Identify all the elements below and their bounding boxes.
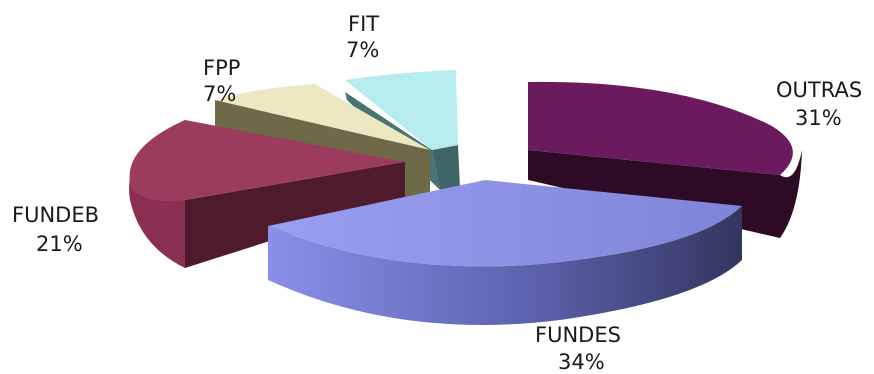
pie-slice-fpp bbox=[215, 84, 430, 150]
pie-slice-outras bbox=[528, 81, 793, 175]
pie-slice-fundes-side bbox=[268, 206, 742, 325]
slice-value-fundeb: 21% bbox=[36, 232, 83, 256]
slice-value-fundes: 34% bbox=[558, 350, 605, 374]
slice-value-fpp: 7% bbox=[203, 82, 236, 106]
pie-slice-fundeb bbox=[129, 120, 405, 202]
slice-value-outras: 31% bbox=[795, 106, 842, 130]
slice-label-fpp: FPP bbox=[203, 56, 240, 80]
pie-slice-fundeb-side bbox=[185, 162, 405, 268]
pie-slice-fundes bbox=[268, 180, 742, 267]
slice-label-fundes: FUNDES bbox=[535, 323, 621, 347]
pie-slice-fit-side bbox=[432, 145, 460, 190]
slice-value-fit: 7% bbox=[346, 38, 379, 62]
slice-label-outras: OUTRAS bbox=[776, 78, 862, 102]
slice-label-fundeb: FUNDEB bbox=[12, 203, 99, 227]
slice-label-fit: FIT bbox=[348, 12, 379, 36]
pie-slice-fit bbox=[345, 70, 458, 150]
